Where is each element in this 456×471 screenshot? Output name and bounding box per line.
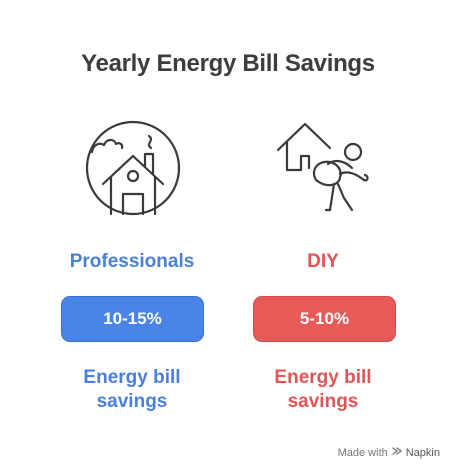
diy-description-line1: Energy bill bbox=[274, 367, 372, 388]
made-with-napkin-footer: Made with Napkin bbox=[338, 446, 440, 459]
diy-description-line2: savings bbox=[287, 391, 359, 412]
diy-description: Energy bill savings bbox=[233, 366, 413, 414]
column-label-professionals: Professionals bbox=[69, 251, 195, 272]
column-label-diy: DIY bbox=[307, 251, 339, 272]
diy-savings-badge: 5-10% bbox=[253, 296, 396, 342]
page-title: Yearly Energy Bill Savings bbox=[81, 50, 375, 77]
footer-brand: Napkin bbox=[405, 446, 440, 459]
professionals-description-line2: savings bbox=[96, 391, 168, 412]
house-with-globe-icon bbox=[83, 118, 183, 218]
footer-made-with: Made with bbox=[337, 446, 388, 459]
napkin-logo-icon bbox=[392, 446, 402, 459]
person-carrying-house-icon bbox=[272, 118, 376, 218]
professionals-description: Energy bill savings bbox=[42, 366, 222, 414]
professionals-savings-badge: 10-15% bbox=[61, 296, 204, 342]
professionals-description-line1: Energy bill bbox=[83, 367, 181, 388]
